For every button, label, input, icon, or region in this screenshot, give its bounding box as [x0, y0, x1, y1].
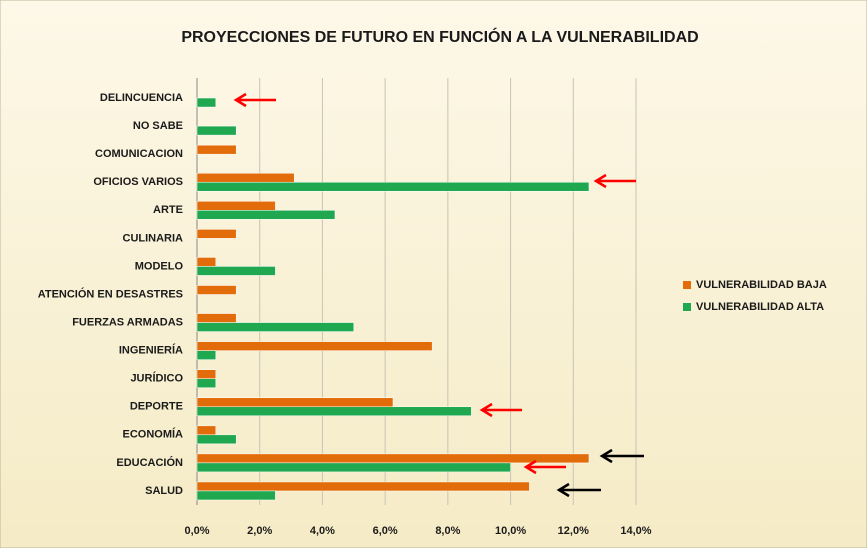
bar — [196, 97, 217, 108]
x-tick-label: 14,0% — [620, 525, 651, 537]
x-tick-label: 12,0% — [558, 525, 589, 537]
y-tick-label: COMUNICACION — [95, 148, 183, 160]
bar — [196, 434, 237, 445]
y-tick-label: DEPORTE — [130, 401, 183, 413]
chart-title: PROYECCIONES DE FUTURO EN FUNCIÓN A LA V… — [181, 27, 698, 46]
bar — [196, 490, 276, 501]
bar — [196, 322, 355, 332]
y-tick-label: MODELO — [135, 260, 184, 272]
x-tick-label: 2,0% — [247, 525, 272, 537]
bar — [196, 369, 217, 379]
bar — [196, 285, 237, 295]
bar — [196, 201, 276, 211]
annotation-arrows — [233, 92, 644, 498]
y-tick-label: OFICIOS VARIOS — [93, 176, 183, 188]
legend-swatch — [683, 303, 691, 311]
x-tick-label: 6,0% — [373, 525, 398, 537]
bar — [196, 125, 237, 136]
bar — [196, 266, 276, 276]
y-tick-label: ARTE — [153, 204, 183, 216]
bar — [196, 172, 295, 183]
bar — [196, 397, 394, 408]
bar — [196, 229, 237, 239]
legend-label: VULNERABILIDAD BAJA — [696, 279, 827, 291]
bar — [196, 210, 336, 220]
y-tick-label: DELINCUENCIA — [100, 92, 183, 104]
bar — [196, 406, 472, 417]
bar — [196, 378, 217, 388]
x-tick-label: 10,0% — [495, 525, 526, 537]
legend-swatch — [683, 281, 691, 289]
bar — [196, 462, 511, 473]
x-tick-label: 0,0% — [184, 525, 209, 537]
bar — [196, 350, 217, 360]
bar — [196, 453, 590, 464]
x-tick-label: 4,0% — [310, 525, 335, 537]
y-tick-label: JURÍDICO — [130, 372, 183, 385]
bar — [196, 313, 237, 323]
bar — [196, 181, 590, 192]
legend-label: VULNERABILIDAD ALTA — [696, 301, 824, 313]
y-tick-label: INGENIERÍA — [119, 344, 183, 357]
bar — [196, 481, 530, 492]
x-tick-label: 8,0% — [435, 525, 460, 537]
bar — [196, 257, 217, 267]
y-tick-label: NO SABE — [133, 120, 183, 132]
y-tick-label: ECONOMÍA — [123, 428, 184, 441]
y-tick-label: EDUCACIÓN — [116, 456, 183, 469]
bar — [196, 425, 217, 436]
bar — [196, 341, 433, 351]
y-tick-label: ATENCIÓN EN DESASTRES — [38, 287, 183, 300]
y-tick-label: SALUD — [145, 485, 183, 497]
y-tick-label: FUERZAS ARMADAS — [72, 316, 183, 328]
bar — [196, 144, 237, 155]
y-tick-label: CULINARIA — [123, 232, 184, 244]
